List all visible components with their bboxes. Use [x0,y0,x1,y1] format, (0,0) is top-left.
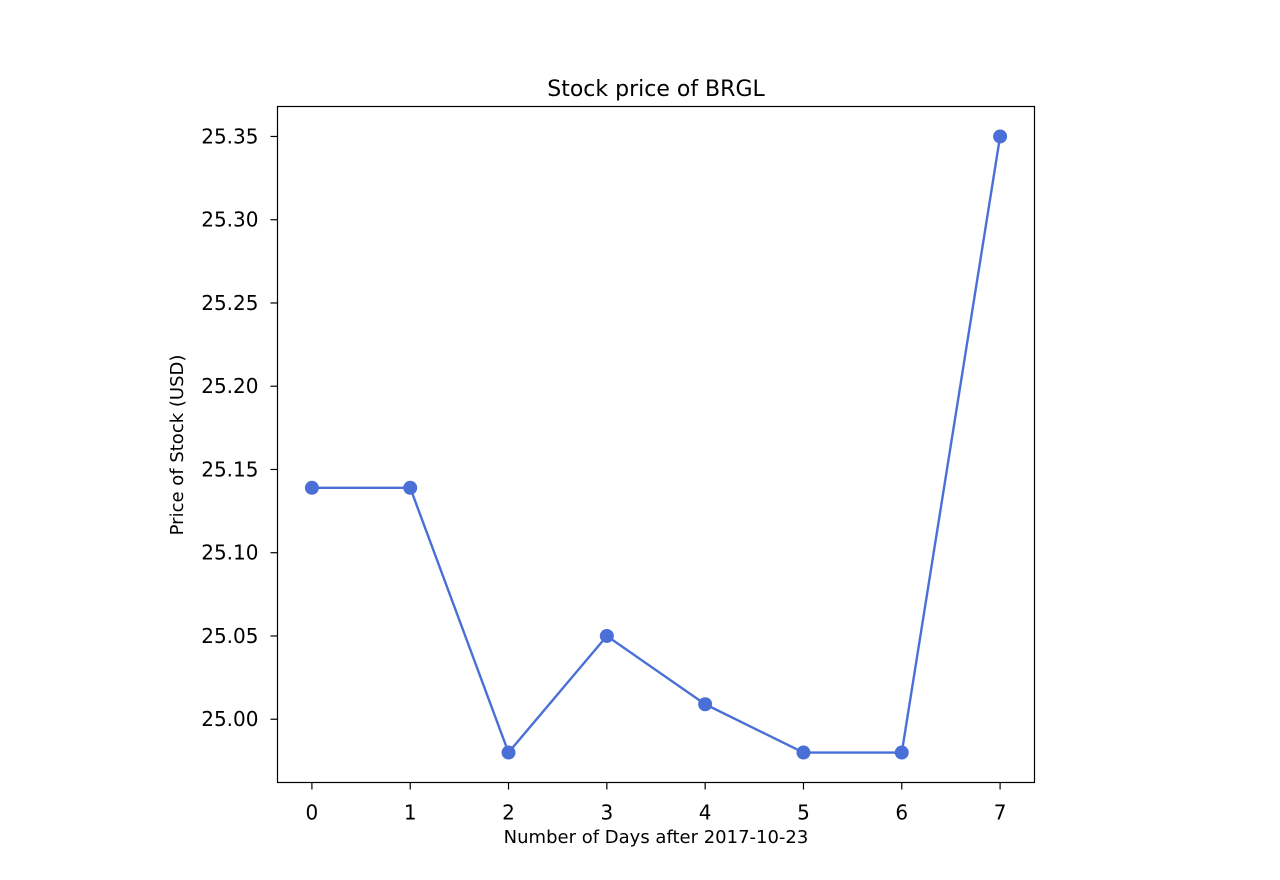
x-axis: 0 1 2 3 4 5 6 7 [306,782,1007,825]
y-tick-label: 25.00 [201,707,258,731]
y-tick-label: 25.20 [201,374,258,398]
x-tick-label: 6 [895,801,908,825]
x-tick-label: 7 [994,801,1007,825]
data-point [304,480,319,495]
x-tick-label: 3 [600,801,613,825]
y-tick-label: 25.15 [201,457,258,481]
y-axis-label: Price of Stock (USD) [167,355,188,536]
y-tick-label: 25.10 [201,541,258,565]
x-tick-label: 1 [404,801,417,825]
data-point [501,745,516,760]
data-point [599,628,614,643]
y-tick-label: 25.30 [201,208,258,232]
y-tick-label: 25.05 [201,624,258,648]
series-line [311,136,1002,754]
x-tick-label: 4 [699,801,712,825]
data-point [403,480,418,495]
x-axis-label: Number of Days after 2017-10-23 [504,827,809,848]
x-tick-label: 0 [306,801,319,825]
y-tick-label: 25.25 [201,291,258,315]
chart-title: Stock price of BRGL [547,77,765,102]
x-tick-label: 5 [797,801,810,825]
data-point [698,697,713,712]
data-point [894,745,909,760]
y-tick-label: 25.35 [201,124,258,148]
x-tick-label: 2 [502,801,515,825]
data-point [993,129,1008,144]
y-axis: 25.00 25.05 25.10 25.15 25.20 25.25 25.30 25.35 [201,124,278,731]
plot-area-frame [276,105,1036,784]
data-point [796,745,811,760]
series-group [304,129,1008,760]
